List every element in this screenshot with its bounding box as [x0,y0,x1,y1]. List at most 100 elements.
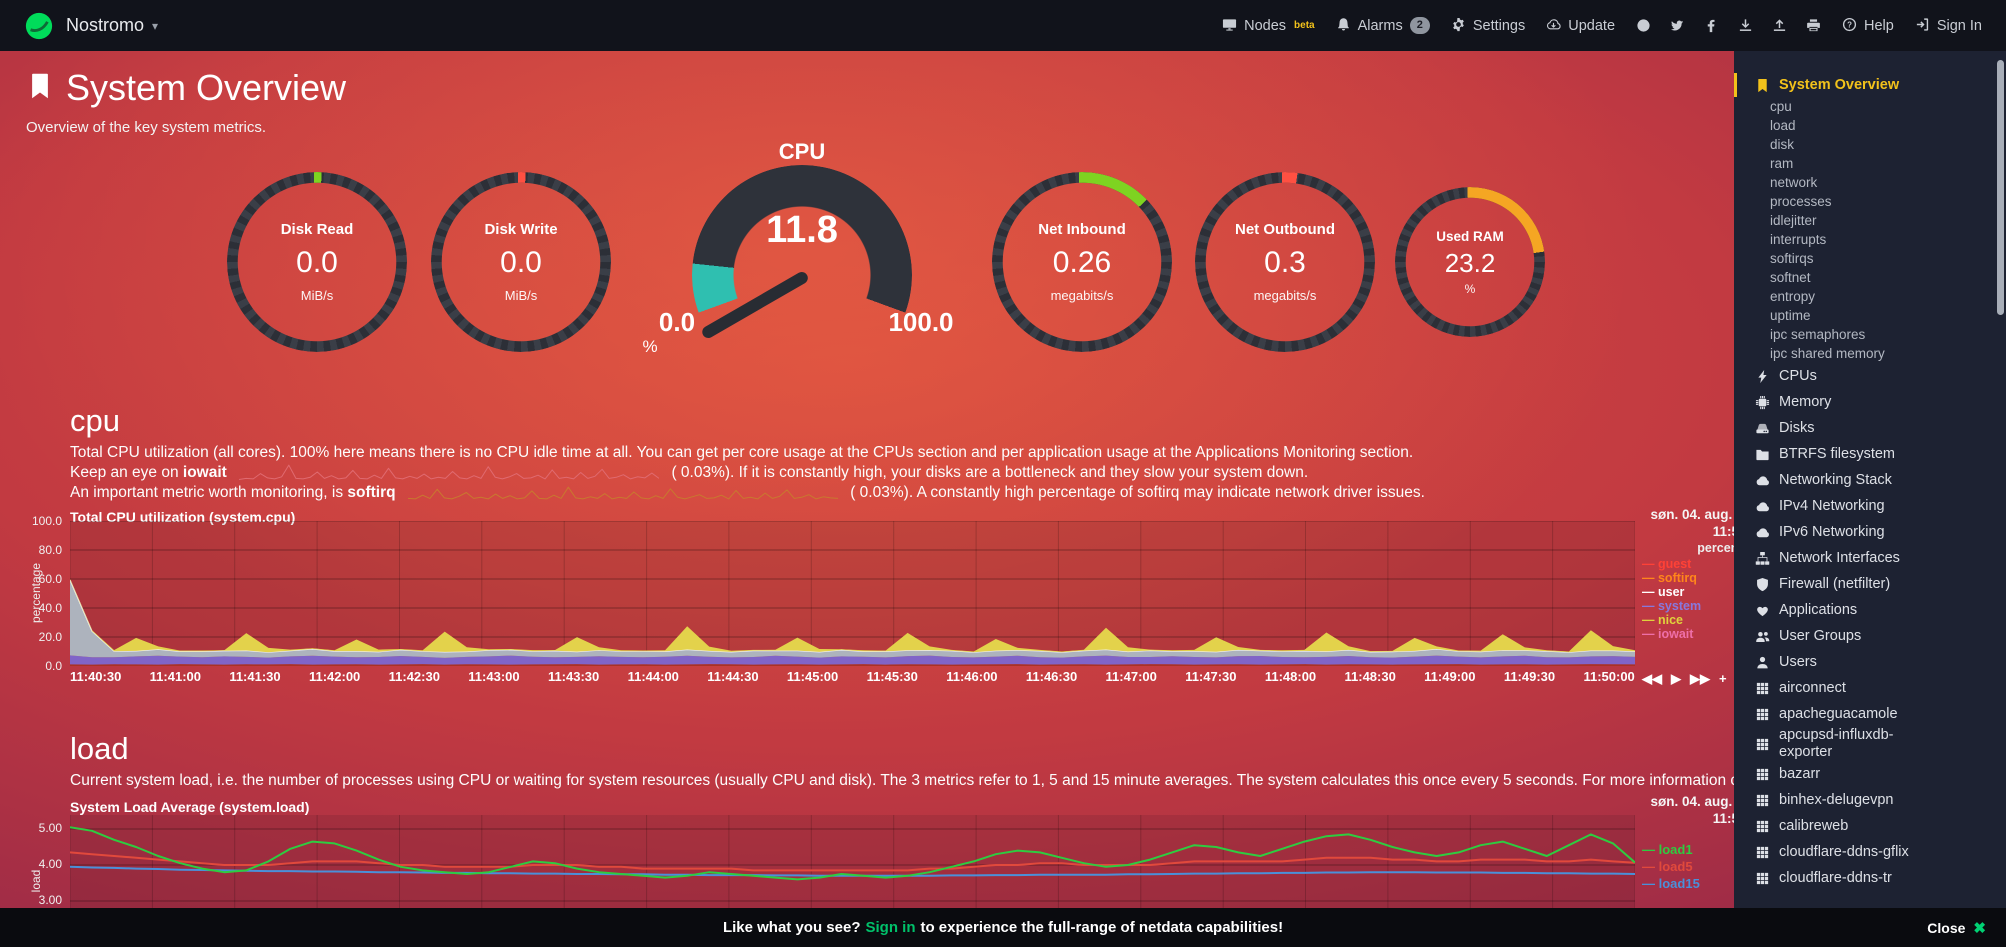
chevron-down-icon: ▾ [152,18,159,33]
cpu-chart-canvas[interactable] [69,520,1636,667]
gauge-disk-read[interactable]: Disk Read 0.0 MiB/s [227,172,407,352]
sidebar-item-disks[interactable]: Disks [1754,415,2000,441]
cpu-chart-toolbar: ◀◀▶▶▶+− [1642,671,1743,687]
update-button[interactable]: Update [1546,17,1615,34]
xtick: 11:42:00 [308,669,361,684]
signin-link[interactable]: Sign in [865,919,916,936]
topbar-button-github[interactable] [1636,18,1651,33]
xtick: 11:43:30 [547,669,600,684]
grid-icon [1754,793,1770,808]
shield-icon [1754,577,1770,592]
sidebar-item-networking-stack[interactable]: Networking Stack [1754,467,2000,493]
bolt-icon [1754,369,1770,384]
sidebar-item-calibreweb[interactable]: calibreweb [1754,813,2000,839]
sidebar-item-idlejitter[interactable]: idlejitter [1770,213,1817,228]
sidebar-item-cpus[interactable]: CPUs [1754,363,2000,389]
users-icon [1754,629,1770,644]
sidebar-item-system-overview[interactable]: System Overview [1734,73,2000,97]
close-icon: ✖ [1973,919,1986,937]
sidebar-item-disk[interactable]: disk [1770,137,1795,152]
sidebar-item-memory[interactable]: Memory [1754,389,2000,415]
xtick: 11:48:30 [1344,669,1396,684]
gauge-used-ram[interactable]: Used RAM 23.2% [1395,187,1545,337]
topbar-button-facebook[interactable] [1704,18,1719,33]
sidebar-item-softnet[interactable]: softnet [1770,270,1811,285]
sidebar-item-airconnect[interactable]: airconnect [1754,675,2000,701]
cpu-gauge[interactable]: CPU 11.8 0.0 100.0 % [642,139,962,391]
sidebar-item-cloudflare-ddns-tr[interactable]: cloudflare-ddns-tr [1754,865,2000,891]
topbar-menu: Nodes beta Alarms 2 Settings Update H [1222,17,1982,34]
cloud-icon [1754,499,1770,514]
sidebar-item-load[interactable]: load [1770,118,1796,133]
sidebar-item-ipv6-networking[interactable]: IPv6 Networking [1754,519,2000,545]
sidebar-item-apacheguacamole[interactable]: apacheguacamole [1754,701,2000,727]
sidebar-item-cloudflare-ddns-gflix[interactable]: cloudflare-ddns-gflix [1754,839,2000,865]
sidebar-item-apcupsd-influxdb-exporter[interactable]: apcupsd-influxdb-exporter [1754,727,2000,761]
node-selector[interactable]: Nostromo ▾ [66,15,158,36]
sidebar-item-btrfs-filesystem[interactable]: BTRFS filesystem [1754,441,2000,467]
sidebar-item-ram[interactable]: ram [1770,156,1794,171]
cloud-download-icon [1546,17,1561,34]
alarms-button[interactable]: Alarms 2 [1336,17,1430,34]
topbar-button-upload[interactable] [1772,18,1787,33]
sidebar-item-uptime[interactable]: uptime [1770,308,1811,323]
sidebar-item-users[interactable]: Users [1754,649,2000,675]
sidebar-item-user-groups[interactable]: User Groups [1754,623,2000,649]
topbar-button-download[interactable] [1738,18,1753,33]
topbar-button-twitter[interactable] [1670,18,1685,33]
cloud-icon [1754,473,1770,488]
chart-tool-[interactable]: ◀◀ [1642,671,1662,686]
gauge-arc [1195,172,1375,352]
cpu-chart-title: Total CPU utilization (system.cpu) [70,509,296,525]
chart-tool-[interactable]: ▶ [1671,671,1681,686]
sidebar-item-binhex-delugevpn[interactable]: binhex-delugevpn [1754,787,2000,813]
cpu-desc-line-iowait: Keep an eye on iowait ( 0.03%). If it is… [70,464,1309,481]
sidebar-item-firewall-netfilter[interactable]: Firewall (netfilter) [1754,571,2000,597]
nodes-button[interactable]: Nodes beta [1222,17,1315,34]
sidebar-item-network-interfaces[interactable]: Network Interfaces [1754,545,2000,571]
chart-tool-[interactable]: + [1719,671,1727,686]
chart-tool-[interactable]: ▶▶ [1690,671,1710,686]
gauge-net-inbound[interactable]: Net Inbound 0.26 megabits/s [992,172,1172,352]
sidebar-item-interrupts[interactable]: interrupts [1770,232,1827,247]
sidebar-item-applications[interactable]: Applications [1754,597,2000,623]
settings-label: Settings [1472,17,1526,34]
xtick: 11:42:30 [388,669,440,684]
sidebar-item-entropy[interactable]: entropy [1770,289,1816,304]
sidebar-item-bazarr[interactable]: bazarr [1754,761,2000,787]
ytick: 4.00 [38,857,62,871]
gauge-label: Net Inbound [1038,221,1126,238]
gauge-disk-write[interactable]: Disk Write 0.0 MiB/s [431,172,611,352]
sidebar-item-cpu[interactable]: cpu [1770,99,1792,114]
help-button[interactable]: Help [1842,17,1894,34]
xtick: 11:45:30 [866,669,918,684]
cpu-gauge-dial [692,165,912,385]
sidebar-item-ipc-shared-memory[interactable]: ipc shared memory [1770,346,1885,361]
xtick: 11:41:30 [229,669,281,684]
settings-button[interactable]: Settings [1451,17,1525,34]
cpu-chart-xaxis: 11:40:30 11:41:00 11:41:30 11:42:00 11:42:30… [70,669,1635,684]
gauge-unit: megabits/s [1253,288,1317,303]
bookmark-icon [26,72,54,105]
signin-button[interactable]: Sign In [1915,17,1982,34]
sidebar-item-softirqs[interactable]: softirqs [1770,251,1814,266]
topbar: Nostromo ▾ Nodes beta Alarms 2 Settings … [0,0,2006,51]
sidebar-item-ipc-semaphores[interactable]: ipc semaphores [1770,327,1866,342]
xtick: 11:46:00 [946,669,998,684]
grid-icon [1754,737,1770,752]
scrollbar-thumb[interactable] [1997,60,2004,315]
xtick: 11:48:00 [1264,669,1317,684]
sidebar-item-network[interactable]: network [1770,175,1818,190]
chip-icon [1754,395,1770,410]
help-label: Help [1864,17,1894,34]
sidebar-item-ipv4-networking[interactable]: IPv4 Networking [1754,493,2000,519]
cpu-chart-plot[interactable] [69,520,1636,667]
netdata-logo[interactable] [24,11,54,41]
sidebar-item-processes[interactable]: processes [1770,194,1832,209]
hdd-icon [1754,421,1770,436]
topbar-button-print[interactable] [1806,18,1821,33]
gauge-net-outbound[interactable]: Net Outbound 0.3 megabits/s [1195,172,1375,352]
alarms-label: Alarms [1357,17,1403,34]
xtick: 11:44:30 [707,669,759,684]
close-banner-button[interactable]: Close ✖ [1927,908,1986,947]
